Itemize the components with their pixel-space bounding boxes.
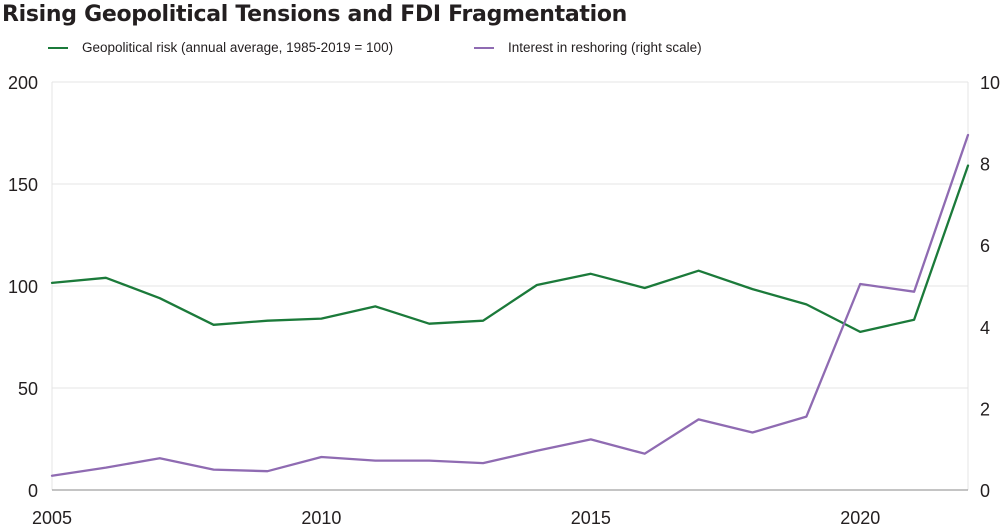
series-line-geopolitical-risk <box>50 164 970 334</box>
series-line-reshoring <box>50 133 970 477</box>
y-left-tick-label: 100 <box>8 277 38 297</box>
y-left-tick-label: 0 <box>28 481 38 501</box>
chart-title: Rising Geopolitical Tensions and FDI Fra… <box>2 2 628 27</box>
y-right-tick-label: 4 <box>980 318 990 338</box>
legend-label-reshoring: Interest in reshoring (right scale) <box>508 40 702 55</box>
y-right-tick-label: 6 <box>980 236 990 256</box>
legend-swatch-geopolitical-risk <box>48 46 68 49</box>
y-right-tick-label: 8 <box>980 155 990 175</box>
y-left-tick-label: 150 <box>8 175 38 195</box>
y-left-tick-label: 200 <box>8 73 38 93</box>
x-tick-label: 2020 <box>840 508 880 528</box>
legend-swatch-reshoring <box>474 46 494 49</box>
legend-label-geopolitical-risk: Geopolitical risk (annual average, 1985-… <box>82 40 394 55</box>
y-right-tick-label: 10 <box>980 73 1000 93</box>
x-tick-label: 2015 <box>571 508 611 528</box>
x-tick-label: 2005 <box>32 508 72 528</box>
y-right-tick-label: 0 <box>980 481 990 501</box>
y-right-tick-label: 2 <box>980 399 990 419</box>
y-left-tick-label: 50 <box>18 379 38 399</box>
x-tick-label: 2010 <box>301 508 341 528</box>
legend-item-geopolitical-risk: Geopolitical risk (annual average, 1985-… <box>48 40 393 55</box>
legend-item-reshoring: Interest in reshoring (right scale) <box>474 40 702 55</box>
